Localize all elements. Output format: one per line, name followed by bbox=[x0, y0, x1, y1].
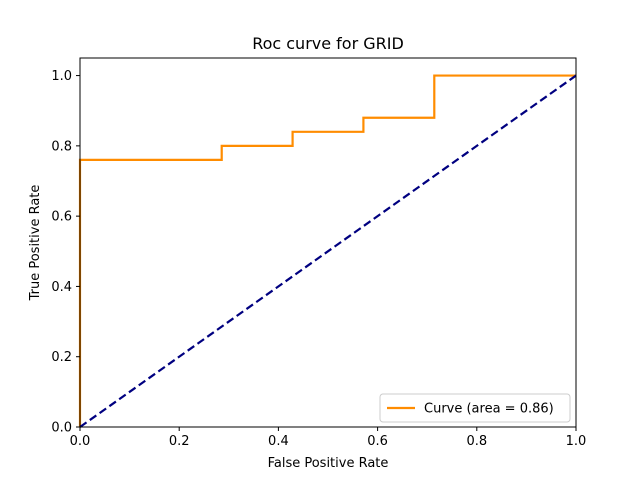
plot-area: 0.0 0.2 0.4 0.6 0.8 1.0 0.0 0.2 0.4 0.6 0.8 1.0 bbox=[51, 57, 587, 449]
series-line-1 bbox=[79, 74, 577, 428]
series-line-0 bbox=[78, 74, 576, 427]
legend-entry: Curve (area = 0.86) bbox=[424, 402, 554, 417]
y-axis-label: True Positive Rate bbox=[28, 185, 43, 302]
y-tick-label: 0.4 bbox=[51, 280, 72, 295]
y-tick-label: 0.0 bbox=[51, 421, 72, 436]
y-tick-label: 0.8 bbox=[51, 139, 72, 154]
legend-box bbox=[379, 393, 571, 423]
x-tick-label: 0.8 bbox=[466, 434, 487, 449]
legend: Curve (area = 0.86) bbox=[379, 393, 571, 423]
x-tick-label: 1.0 bbox=[566, 434, 587, 449]
x-tick-label: 0.2 bbox=[169, 434, 190, 449]
y-tick-label: 0.6 bbox=[51, 210, 72, 225]
x-tick-label: 0.0 bbox=[70, 434, 91, 449]
plot-frame bbox=[79, 57, 577, 428]
y-tick-label: 0.2 bbox=[51, 350, 72, 365]
x-axis-label: False Positive Rate bbox=[268, 456, 389, 471]
x-tick-label: 0.6 bbox=[367, 434, 388, 449]
y-tick-label: 1.0 bbox=[51, 69, 72, 84]
chart-title: Roc curve for GRID bbox=[252, 34, 404, 53]
x-tick-label: 0.4 bbox=[268, 434, 289, 449]
